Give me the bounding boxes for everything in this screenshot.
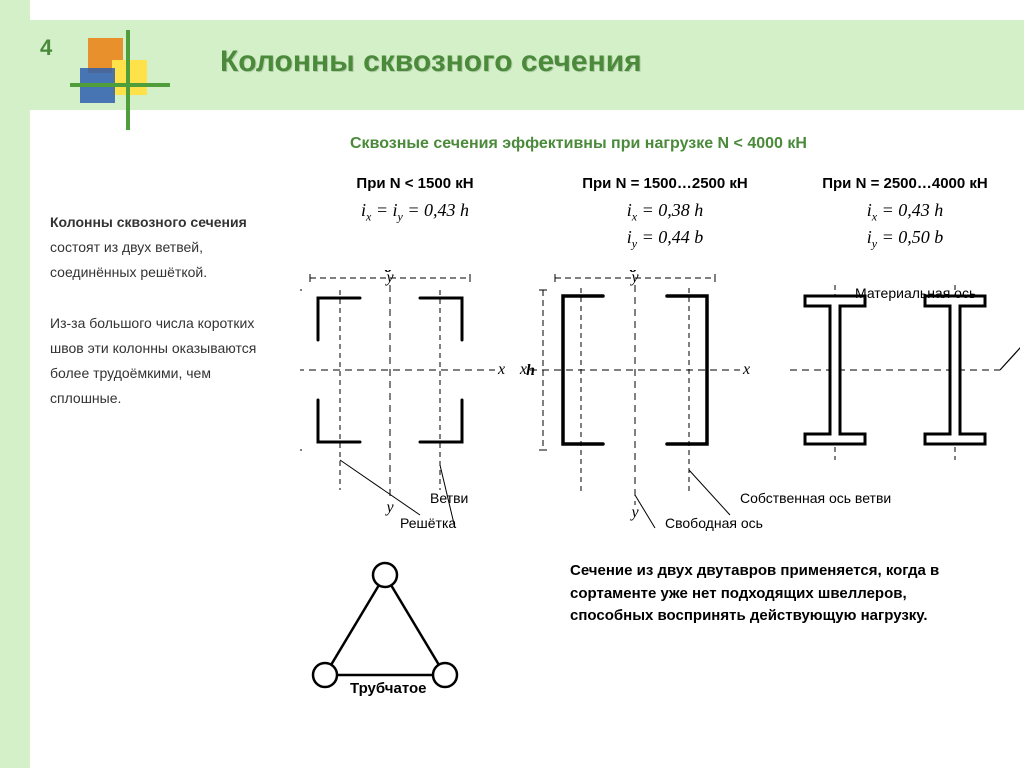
- svg-text:x: x: [497, 361, 505, 378]
- column-3-formula: ix = 0,43 hiy = 0,50 b: [790, 198, 1020, 252]
- svg-text:y: y: [384, 270, 394, 286]
- description: Колонны сквозного сечения состоят из дву…: [50, 210, 260, 412]
- svg-text:y: y: [384, 499, 394, 516]
- label-vetvi: Ветви: [430, 490, 468, 506]
- column-3-head: При N = 2500…4000 кН: [790, 175, 1020, 192]
- page-title: Колонны сквозного сечения: [220, 45, 642, 79]
- sidebar-decoration: [0, 0, 30, 768]
- column-1: При N < 1500 кН ix = iy = 0,43 h: [300, 175, 530, 225]
- subheader: Сквозные сечения эффективны при нагрузке…: [350, 135, 807, 153]
- logo-icon: [70, 30, 160, 120]
- label-tubular: Трубчатое: [350, 680, 427, 697]
- svg-text:x: x: [519, 361, 527, 378]
- label-reshetka: Решётка: [400, 515, 456, 531]
- column-2-formula: ix = 0,38 hiy = 0,44 b: [550, 198, 780, 252]
- cross-section-diagrams: в h xx yy в h xx yy: [300, 270, 1020, 535]
- svg-text:x: x: [742, 361, 750, 378]
- slide-number: 4: [40, 35, 52, 61]
- label-material-axis: Материальная ось: [855, 285, 976, 301]
- column-1-formula: ix = iy = 0,43 h: [300, 198, 530, 225]
- svg-text:y: y: [629, 270, 639, 286]
- column-2-head: При N = 1500…2500 кН: [550, 175, 780, 192]
- svg-text:y: y: [629, 504, 639, 521]
- note-text: Сечение из двух двутавров применяется, к…: [570, 560, 990, 628]
- label-sobstvennaya: Собственная ось ветви: [740, 490, 891, 506]
- column-1-head: При N < 1500 кН: [300, 175, 530, 192]
- label-svobodnaya: Свободная ось: [665, 515, 763, 531]
- column-3: При N = 2500…4000 кН ix = 0,43 hiy = 0,5…: [790, 175, 1020, 252]
- column-2: При N = 1500…2500 кН ix = 0,38 hiy = 0,4…: [550, 175, 780, 252]
